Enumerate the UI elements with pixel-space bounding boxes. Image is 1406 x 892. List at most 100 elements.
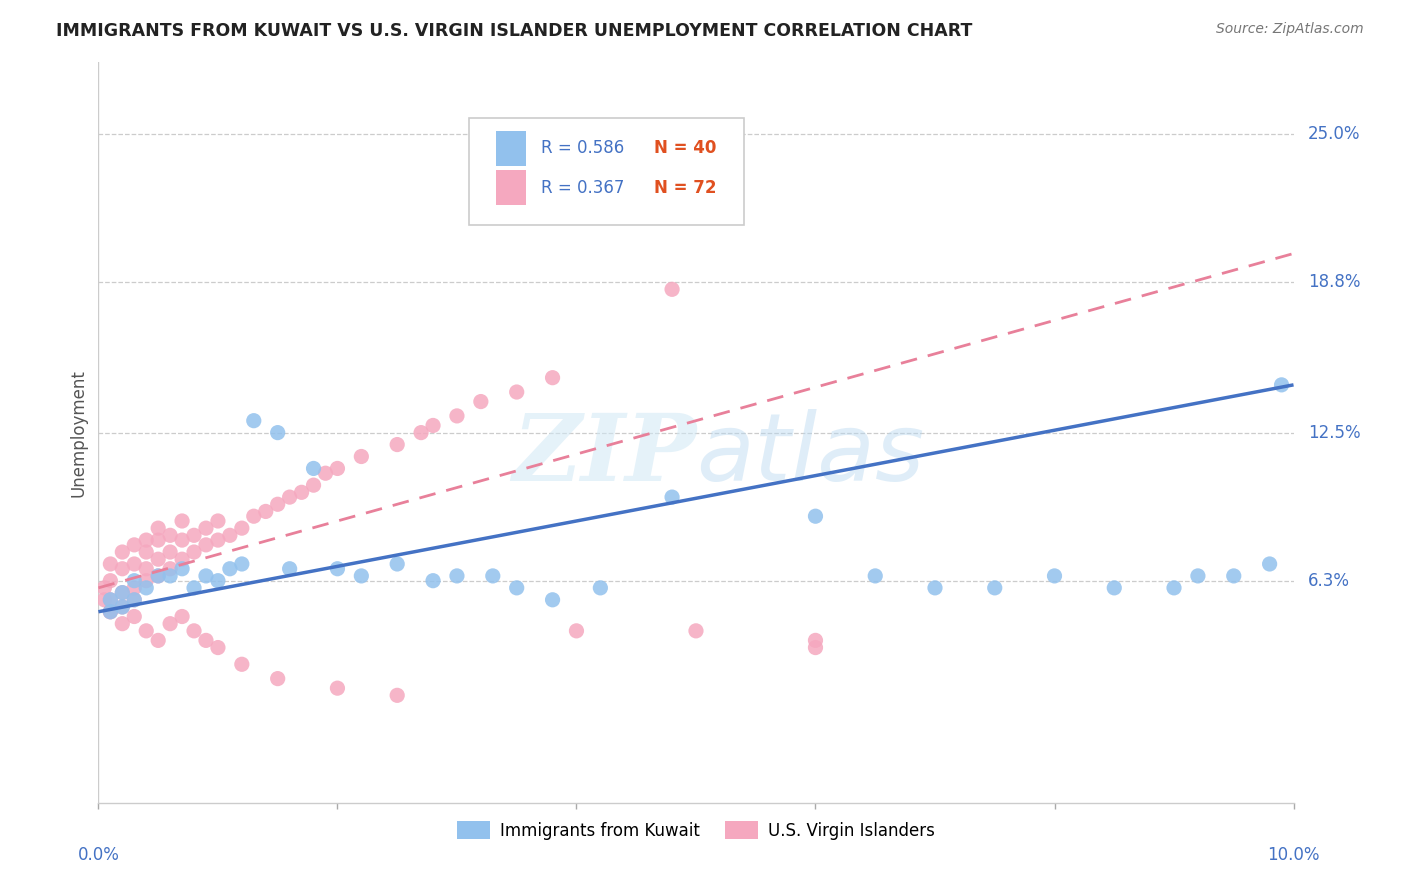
- Y-axis label: Unemployment: Unemployment: [69, 368, 87, 497]
- Point: [183, 581, 205, 595]
- Point: [172, 514, 194, 528]
- Point: [159, 528, 181, 542]
- Point: [207, 514, 229, 528]
- Point: [195, 569, 218, 583]
- Point: [254, 504, 277, 518]
- Point: [159, 616, 181, 631]
- Point: [1258, 557, 1281, 571]
- Point: [124, 538, 146, 552]
- Point: [135, 624, 157, 638]
- Point: [302, 461, 325, 475]
- Point: [243, 509, 266, 524]
- Point: [482, 569, 505, 583]
- Point: [183, 624, 205, 638]
- Point: [315, 467, 337, 481]
- Point: [924, 581, 946, 595]
- Point: [541, 592, 564, 607]
- Point: [291, 485, 314, 500]
- Point: [446, 569, 468, 583]
- Text: 18.8%: 18.8%: [1308, 273, 1361, 291]
- Point: [98, 557, 122, 571]
- Text: N = 72: N = 72: [654, 178, 717, 196]
- Point: [804, 633, 827, 648]
- Point: [159, 545, 181, 559]
- Point: [302, 478, 325, 492]
- Text: 25.0%: 25.0%: [1308, 125, 1361, 143]
- Text: N = 40: N = 40: [654, 139, 717, 157]
- Point: [159, 569, 181, 583]
- Point: [865, 569, 887, 583]
- Text: 0.0%: 0.0%: [77, 846, 120, 863]
- Point: [148, 633, 170, 648]
- Point: [183, 545, 205, 559]
- Text: R = 0.367: R = 0.367: [541, 178, 624, 196]
- Point: [446, 409, 468, 423]
- Point: [804, 640, 827, 655]
- Point: [350, 569, 373, 583]
- Point: [278, 490, 301, 504]
- Point: [183, 528, 205, 542]
- Text: 10.0%: 10.0%: [1267, 846, 1320, 863]
- Point: [207, 533, 229, 547]
- Point: [148, 569, 170, 583]
- Point: [326, 562, 349, 576]
- Point: [804, 509, 827, 524]
- FancyBboxPatch shape: [470, 118, 744, 226]
- Point: [124, 592, 146, 607]
- Point: [98, 605, 122, 619]
- Point: [385, 557, 409, 571]
- Point: [111, 585, 134, 599]
- Point: [278, 562, 301, 576]
- Bar: [496, 169, 526, 205]
- Point: [135, 545, 157, 559]
- Point: [195, 633, 218, 648]
- Point: [411, 425, 433, 440]
- Point: [124, 581, 146, 595]
- Text: R = 0.586: R = 0.586: [541, 139, 624, 157]
- Point: [661, 199, 683, 213]
- Point: [1104, 581, 1126, 595]
- Point: [219, 528, 242, 542]
- Point: [98, 605, 122, 619]
- Text: ZIP: ZIP: [512, 409, 696, 500]
- Text: atlas: atlas: [696, 409, 924, 500]
- Point: [93, 592, 115, 607]
- Point: [124, 574, 146, 588]
- Point: [1271, 377, 1294, 392]
- Point: [231, 557, 253, 571]
- Point: [135, 562, 157, 576]
- Point: [1043, 569, 1066, 583]
- Point: [135, 581, 157, 595]
- Point: [422, 418, 444, 433]
- Point: [207, 574, 229, 588]
- Point: [685, 624, 707, 638]
- Point: [195, 521, 218, 535]
- Point: [148, 521, 170, 535]
- Point: [422, 574, 444, 588]
- Point: [124, 557, 146, 571]
- Point: [135, 574, 157, 588]
- Point: [589, 581, 612, 595]
- Point: [661, 490, 683, 504]
- Point: [243, 414, 266, 428]
- Point: [111, 599, 134, 614]
- Point: [1223, 569, 1246, 583]
- Point: [172, 533, 194, 547]
- Point: [219, 562, 242, 576]
- Text: 6.3%: 6.3%: [1308, 572, 1350, 590]
- Point: [98, 592, 122, 607]
- Point: [111, 545, 134, 559]
- Point: [148, 533, 170, 547]
- Point: [350, 450, 373, 464]
- Point: [565, 624, 588, 638]
- Point: [172, 609, 194, 624]
- Point: [159, 562, 181, 576]
- Point: [1187, 569, 1209, 583]
- Point: [98, 592, 122, 607]
- Point: [385, 689, 409, 703]
- Point: [172, 562, 194, 576]
- Point: [267, 672, 290, 686]
- Point: [148, 569, 170, 583]
- Point: [111, 599, 134, 614]
- Text: 12.5%: 12.5%: [1308, 424, 1361, 442]
